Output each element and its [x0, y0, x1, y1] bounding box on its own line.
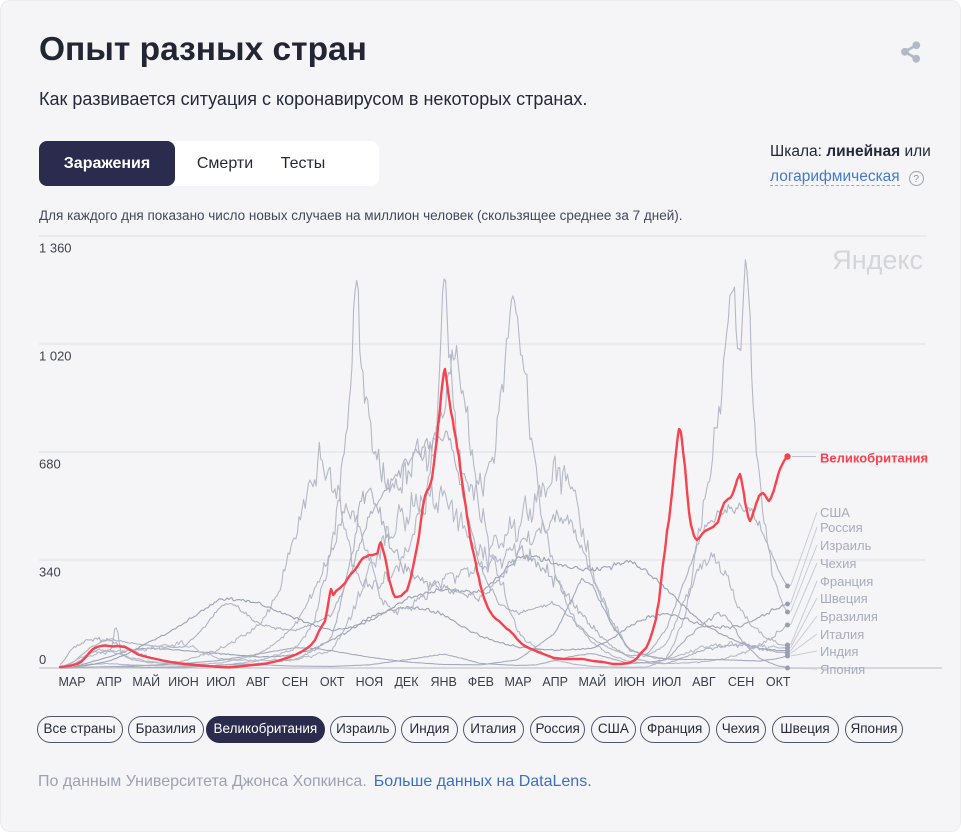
- svg-text:ИЮН: ИЮН: [614, 675, 645, 689]
- svg-text:ФЕВ: ФЕВ: [468, 675, 494, 689]
- svg-text:АВГ: АВГ: [246, 675, 270, 689]
- svg-text:680: 680: [39, 457, 61, 472]
- svg-text:МАЙ: МАЙ: [132, 674, 160, 689]
- svg-text:Франция: Франция: [820, 574, 873, 589]
- svg-text:Чехия: Чехия: [820, 556, 856, 571]
- svg-text:340: 340: [39, 565, 61, 580]
- svg-text:ЯНВ: ЯНВ: [430, 675, 456, 689]
- svg-text:АПР: АПР: [96, 675, 122, 689]
- svg-text:ИЮЛ: ИЮЛ: [652, 675, 681, 689]
- svg-text:ДЕК: ДЕК: [394, 675, 419, 689]
- svg-text:Израиль: Израиль: [820, 538, 872, 553]
- svg-text:МАР: МАР: [58, 675, 85, 689]
- svg-text:ИЮЛ: ИЮЛ: [206, 675, 235, 689]
- svg-text:Индия: Индия: [820, 644, 858, 659]
- svg-text:Великобритания: Великобритания: [820, 451, 928, 466]
- svg-text:АВГ: АВГ: [692, 675, 716, 689]
- svg-text:Бразилия: Бразилия: [820, 609, 878, 624]
- svg-text:МАЙ: МАЙ: [579, 674, 607, 689]
- svg-text:США: США: [820, 505, 850, 520]
- svg-text:МАР: МАР: [504, 675, 531, 689]
- svg-text:Япония: Япония: [820, 662, 865, 677]
- svg-text:1 360: 1 360: [39, 241, 72, 256]
- svg-text:СЕН: СЕН: [728, 675, 754, 689]
- svg-text:1 020: 1 020: [39, 349, 72, 364]
- svg-text:0: 0: [39, 652, 46, 667]
- svg-text:Яндекс: Яндекс: [832, 245, 923, 275]
- svg-text:АПР: АПР: [542, 675, 568, 689]
- svg-text:ИЮН: ИЮН: [168, 675, 199, 689]
- svg-text:НОЯ: НОЯ: [356, 675, 384, 689]
- svg-text:СЕН: СЕН: [282, 675, 308, 689]
- svg-text:ОКТ: ОКТ: [766, 675, 791, 689]
- svg-text:Россия: Россия: [820, 520, 863, 535]
- svg-text:ОКТ: ОКТ: [320, 675, 345, 689]
- svg-text:Швеция: Швеция: [820, 591, 868, 606]
- svg-text:Италия: Италия: [820, 627, 864, 642]
